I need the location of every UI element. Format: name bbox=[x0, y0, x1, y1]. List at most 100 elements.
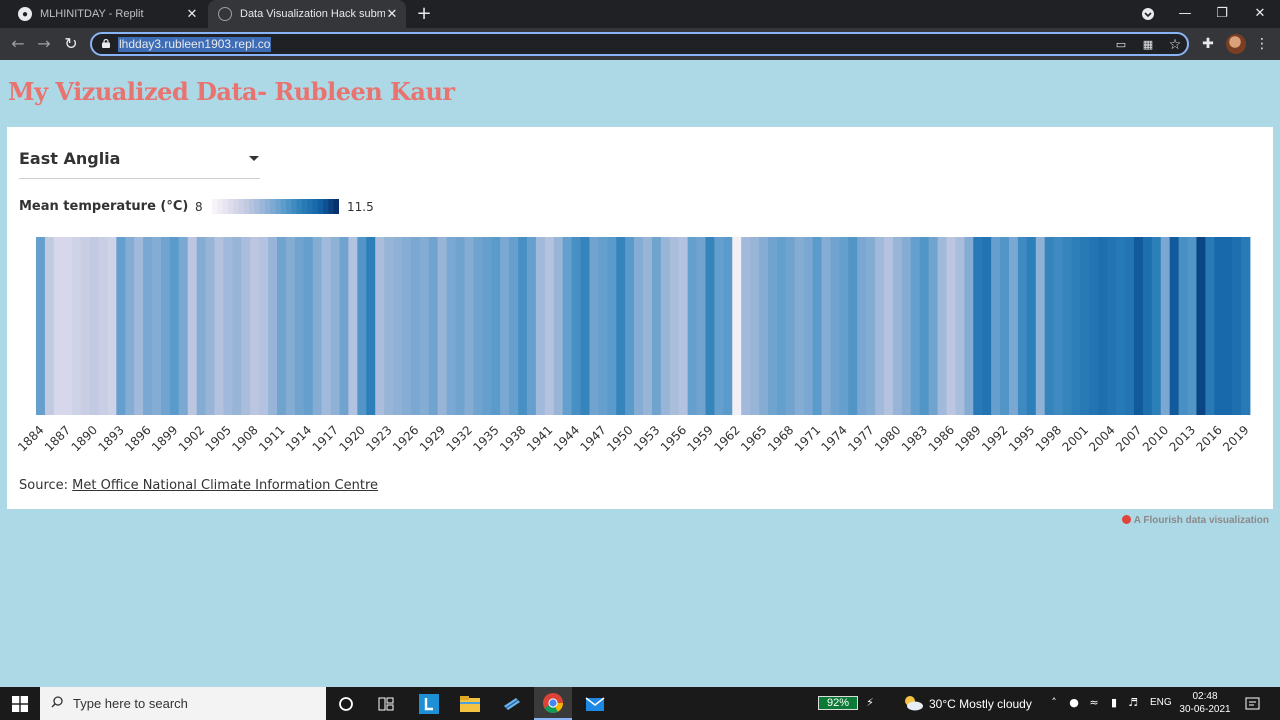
l-app-icon[interactable] bbox=[417, 692, 441, 716]
stripe-1936[interactable] bbox=[500, 237, 510, 415]
stripe-1942[interactable] bbox=[553, 237, 564, 415]
stripe-1970[interactable] bbox=[803, 237, 814, 415]
stripe-1931[interactable] bbox=[455, 237, 465, 415]
stripe-2010[interactable] bbox=[1160, 237, 1171, 415]
stripe-1979[interactable] bbox=[884, 237, 894, 415]
cortana-icon[interactable] bbox=[334, 692, 358, 716]
profile-avatar[interactable] bbox=[1226, 34, 1246, 54]
stripe-1928[interactable] bbox=[428, 237, 439, 415]
stripe-1925[interactable] bbox=[401, 237, 412, 415]
stripe-2008[interactable] bbox=[1142, 237, 1153, 415]
stripe-1932[interactable] bbox=[464, 237, 474, 415]
stripe-1889[interactable] bbox=[80, 237, 90, 415]
chrome-taskbar-button[interactable] bbox=[534, 687, 572, 720]
stripe-1980[interactable] bbox=[892, 237, 903, 415]
url-text[interactable]: lhdday3.rubleen1903.repl.co bbox=[118, 37, 272, 52]
minimize-button[interactable]: — bbox=[1178, 6, 1192, 21]
stripe-1905[interactable] bbox=[223, 237, 233, 415]
stripe-1949[interactable] bbox=[616, 237, 626, 415]
stripe-1913[interactable] bbox=[294, 237, 305, 415]
menu-kebab-icon[interactable]: ⋮ bbox=[1255, 36, 1269, 52]
stripe-1952[interactable] bbox=[643, 237, 653, 415]
stripe-1945[interactable] bbox=[580, 237, 590, 415]
stripe-1891[interactable] bbox=[98, 237, 108, 415]
battery-tray-icon[interactable]: ▮ bbox=[1110, 696, 1118, 709]
stripe-1912[interactable] bbox=[285, 237, 296, 415]
task-view-icon[interactable] bbox=[374, 692, 398, 716]
source-link[interactable]: Met Office National Climate Information … bbox=[72, 478, 379, 493]
stripe-1899[interactable] bbox=[169, 237, 180, 415]
stripe-1886[interactable] bbox=[53, 237, 64, 415]
stripe-1947[interactable] bbox=[598, 237, 608, 415]
stripe-1958[interactable] bbox=[696, 237, 706, 415]
stripe-1908[interactable] bbox=[250, 237, 260, 415]
stripe-1926[interactable] bbox=[410, 237, 421, 415]
stripe-1922[interactable] bbox=[375, 237, 385, 415]
close-tab-icon[interactable]: ✕ bbox=[386, 6, 398, 21]
stripe-2000[interactable] bbox=[1071, 237, 1081, 415]
stripe-1923[interactable] bbox=[384, 237, 394, 415]
stripe-1937[interactable] bbox=[509, 237, 519, 415]
stripe-1893[interactable] bbox=[116, 237, 126, 415]
stripe-1933[interactable] bbox=[473, 237, 483, 415]
stripe-1939[interactable] bbox=[526, 237, 537, 415]
stripe-1960[interactable] bbox=[714, 237, 724, 415]
stripe-1916[interactable] bbox=[321, 237, 331, 415]
stripe-1991[interactable] bbox=[991, 237, 1001, 415]
stripe-1920[interactable] bbox=[357, 237, 367, 415]
notification-icon[interactable] bbox=[1245, 696, 1261, 712]
stripe-2015[interactable] bbox=[1205, 237, 1215, 415]
stripe-1985[interactable] bbox=[937, 237, 947, 415]
stripe-1944[interactable] bbox=[571, 237, 581, 415]
stripe-2016[interactable] bbox=[1214, 237, 1224, 415]
stripe-1977[interactable] bbox=[866, 237, 876, 415]
stripe-1946[interactable] bbox=[589, 237, 599, 415]
stripe-2002[interactable] bbox=[1089, 237, 1099, 415]
stripe-2007[interactable] bbox=[1133, 237, 1144, 415]
stripe-1950[interactable] bbox=[625, 237, 635, 415]
stripe-1972[interactable] bbox=[821, 237, 831, 415]
stripe-1895[interactable] bbox=[134, 237, 144, 415]
stripe-1993[interactable] bbox=[1008, 237, 1019, 415]
stripe-1955[interactable] bbox=[669, 237, 680, 415]
windows-start-icon[interactable] bbox=[12, 696, 28, 712]
stripe-1999[interactable] bbox=[1062, 237, 1072, 415]
stripe-1934[interactable] bbox=[482, 237, 492, 415]
stripe-1976[interactable] bbox=[857, 237, 867, 415]
stripe-1986[interactable] bbox=[946, 237, 956, 415]
stripe-2019[interactable] bbox=[1241, 237, 1251, 415]
stripe-1984[interactable] bbox=[928, 237, 938, 415]
stripe-1914[interactable] bbox=[303, 237, 314, 415]
stripe-1965[interactable] bbox=[759, 237, 769, 415]
stripe-1894[interactable] bbox=[125, 237, 135, 415]
stripe-1998[interactable] bbox=[1053, 237, 1063, 415]
stripe-1975[interactable] bbox=[848, 237, 858, 415]
stripe-1929[interactable] bbox=[437, 237, 448, 415]
bookmark-star-icon[interactable]: ☆ bbox=[1168, 37, 1182, 53]
taskbar-search-box[interactable]: Type here to search bbox=[40, 687, 326, 720]
stripe-1902[interactable] bbox=[196, 237, 207, 415]
stripe-1995[interactable] bbox=[1026, 237, 1037, 415]
stripe-1903[interactable] bbox=[205, 237, 215, 415]
stripe-1951[interactable] bbox=[634, 237, 644, 415]
close-window-button[interactable]: ✕ bbox=[1254, 6, 1266, 21]
stripe-1910[interactable] bbox=[268, 237, 278, 415]
stripe-1888[interactable] bbox=[71, 237, 82, 415]
stripe-1968[interactable] bbox=[785, 237, 796, 415]
stripe-1898[interactable] bbox=[160, 237, 171, 415]
stripe-2011[interactable] bbox=[1169, 237, 1179, 415]
stripe-1930[interactable] bbox=[446, 237, 456, 415]
stripe-1992[interactable] bbox=[1000, 237, 1010, 415]
mail-icon[interactable] bbox=[583, 692, 607, 716]
stripe-1906[interactable] bbox=[232, 237, 242, 415]
file-explorer-icon[interactable] bbox=[458, 692, 482, 716]
stripe-1956[interactable] bbox=[678, 237, 689, 415]
stripe-1935[interactable] bbox=[491, 237, 501, 415]
reload-icon[interactable]: ↻ bbox=[64, 34, 78, 53]
stripe-2018[interactable] bbox=[1232, 237, 1242, 415]
extensions-puzzle-icon[interactable]: ✚ bbox=[1202, 36, 1214, 52]
volume-icon[interactable]: ♬ bbox=[1128, 696, 1138, 709]
stripe-1896[interactable] bbox=[143, 237, 153, 415]
battery-indicator[interactable]: 92% bbox=[818, 696, 858, 710]
wifi-icon[interactable]: ≈ bbox=[1089, 696, 1099, 709]
